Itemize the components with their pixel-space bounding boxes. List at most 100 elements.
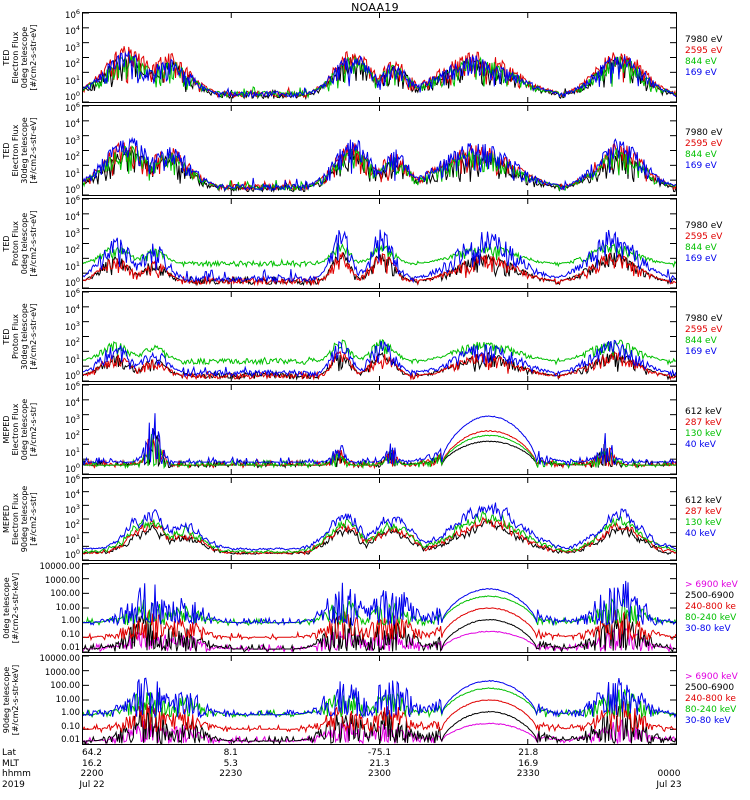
legend-meped-proton-0deg: > 6900 keV 2500-6900 240-800 ke 80-240 keV 3… bbox=[685, 580, 738, 635]
y-tick-label: 100 bbox=[65, 275, 80, 289]
series-line bbox=[83, 340, 676, 365]
series-line bbox=[83, 413, 676, 465]
y-tick-label: 103 bbox=[65, 226, 80, 240]
series-line bbox=[83, 628, 676, 652]
legend-entry: 2595 eV bbox=[685, 324, 723, 335]
panel-meped-electron-90deg bbox=[82, 477, 677, 561]
y-tick-label: 106 bbox=[65, 472, 80, 486]
panel-caption-ted-electron-30deg: TED Electron Flux 30deg telescope [#/cm2-s-… bbox=[2, 105, 38, 196]
caption-line: Proton Flux bbox=[11, 314, 20, 359]
y-tick-label: 106 bbox=[65, 193, 80, 207]
caption-line: 90deg telescope bbox=[2, 666, 11, 734]
x-axis-value: 64.2 bbox=[81, 748, 103, 758]
series-line bbox=[83, 230, 676, 282]
y-axis-labels-ted-electron-30deg: 106 104 103 102 101 100 bbox=[34, 102, 80, 196]
y-tick-label: 103 bbox=[65, 502, 80, 516]
x-axis-value: 2330 bbox=[516, 769, 540, 779]
panel-plot-meped-proton-0deg bbox=[83, 564, 676, 652]
x-axis-value: 2300 bbox=[368, 769, 391, 779]
x-axis-value: 0000 bbox=[657, 769, 681, 779]
y-tick-label: 102 bbox=[65, 429, 80, 442]
panel-plot-ted-electron-30deg bbox=[83, 106, 676, 195]
caption-line: [#/cm2-s-str] bbox=[29, 492, 38, 546]
panel-caption-meped-proton-0deg: 0deg telescope [#/cm2-s-str-keV] bbox=[2, 563, 20, 653]
y-tick-label: 100 bbox=[65, 547, 80, 561]
legend-entry: 40 keV bbox=[685, 439, 716, 450]
legend-entry: 2500-6900 bbox=[685, 682, 735, 693]
caption-line: [#/cm2-s-str-eV] bbox=[29, 117, 38, 184]
y-tick-label: 100 bbox=[65, 89, 80, 103]
series-line bbox=[83, 146, 676, 190]
series-line bbox=[83, 434, 676, 468]
y-tick-label: 10000.00 bbox=[39, 653, 80, 664]
x-axis-value bbox=[493, 780, 563, 791]
series-line bbox=[83, 614, 676, 651]
y-tick-label: 102 bbox=[65, 517, 80, 531]
legend-entry: 169 eV bbox=[685, 253, 717, 264]
x-axis-value: 21.3 bbox=[369, 758, 390, 769]
x-axis-row-labels: Lat MLT hhmm 2019 bbox=[2, 748, 46, 790]
legend-entry: 80-240 keV bbox=[685, 612, 737, 623]
legend-entry: 80-240 keV bbox=[685, 704, 737, 715]
legend-ted-proton-30deg: 7980 eV 2595 eV 844 eV 169 eV bbox=[685, 314, 722, 358]
caption-line: [#/cm2-s-str-keV] bbox=[11, 664, 20, 736]
legend-meped-proton-90deg: > 6900 keV 2500-6900 240-800 ke 80-240 keV 3… bbox=[685, 672, 738, 727]
legend-entry: 7980 eV bbox=[685, 220, 723, 231]
x-axis-column: 64.2 16.2 2200 Jul 22 bbox=[57, 748, 127, 790]
series-line bbox=[83, 503, 676, 551]
x-axis-value: 16.9 bbox=[518, 758, 539, 769]
series-line bbox=[83, 51, 676, 97]
y-tick-label: 0.10 bbox=[61, 721, 80, 732]
panel-ted-electron-30deg bbox=[82, 105, 677, 196]
legend-entry: 169 eV bbox=[685, 67, 717, 78]
legend-meped-electron-90deg: 612 keV 287 keV 130 keV 40 keV bbox=[685, 496, 722, 540]
series-line bbox=[83, 352, 676, 379]
y-tick-label: 10.00 bbox=[55, 602, 80, 613]
y-tick-label: 100 bbox=[65, 182, 80, 196]
y-tick-label: 1.00 bbox=[61, 615, 80, 626]
legend-entry: > 6900 keV bbox=[685, 579, 738, 590]
caption-line: 0deg telescope bbox=[20, 398, 29, 461]
x-axis-value bbox=[634, 759, 704, 770]
y-tick-label: 101 bbox=[65, 259, 80, 273]
y-tick-label: 103 bbox=[65, 412, 80, 426]
x-axis-row-label: 2019 bbox=[2, 779, 25, 790]
x-axis-value bbox=[345, 780, 415, 791]
legend-entry: 612 keV bbox=[685, 496, 722, 506]
series-line bbox=[83, 678, 676, 717]
legend-entry: 844 eV bbox=[685, 56, 717, 67]
panel-plot-meped-electron-0deg bbox=[83, 385, 676, 474]
legend-entry: 30-80 keV bbox=[685, 623, 731, 634]
y-tick-label: 100 bbox=[65, 461, 80, 475]
panel-meped-electron-0deg bbox=[82, 384, 677, 475]
x-axis-value: 8.1 bbox=[223, 748, 238, 758]
series-line bbox=[83, 511, 676, 553]
panel-caption-meped-electron-90deg: MEPED Electron Flux 90deg telescope [#/cm2-… bbox=[2, 477, 38, 561]
y-tick-label: 106 bbox=[65, 7, 80, 21]
y-tick-label: 102 bbox=[65, 336, 80, 349]
y-tick-label: 100 bbox=[65, 368, 80, 382]
legend-entry: 240-800 ke bbox=[685, 693, 736, 704]
y-tick-label: 103 bbox=[65, 319, 80, 333]
y-tick-label: 104 bbox=[65, 303, 80, 317]
panel-caption-meped-electron-0deg: MEPED Electron Flux 0deg telescope [#/cm2-s… bbox=[2, 384, 38, 475]
caption-line: [#/cm2-s-str] bbox=[29, 402, 38, 457]
y-tick-label: 104 bbox=[65, 487, 80, 501]
y-tick-label: 10.00 bbox=[55, 694, 80, 705]
caption-line: [#/cm2-s-str-eV] bbox=[29, 303, 38, 370]
x-axis-column: 0000 Jul 23 bbox=[634, 748, 704, 790]
y-tick-label: 101 bbox=[65, 532, 80, 546]
legend-entry: 2595 eV bbox=[685, 231, 723, 242]
panel-ted-electron-0deg bbox=[82, 12, 677, 103]
legend-ted-electron-30deg: 7980 eV 2595 eV 844 eV 169 eV bbox=[685, 128, 722, 172]
y-tick-label: 102 bbox=[65, 57, 80, 70]
x-axis-value: Jul 22 bbox=[79, 779, 105, 790]
caption-line: [#/cm2-s-str-eV] bbox=[29, 210, 38, 277]
page-title: NOAA19 bbox=[351, 1, 399, 14]
y-tick-label: 104 bbox=[65, 210, 80, 224]
legend-entry: 169 eV bbox=[685, 160, 717, 171]
x-axis-value: 5.3 bbox=[223, 758, 238, 769]
x-axis-value: -75.1 bbox=[367, 748, 392, 758]
series-line bbox=[83, 139, 676, 191]
